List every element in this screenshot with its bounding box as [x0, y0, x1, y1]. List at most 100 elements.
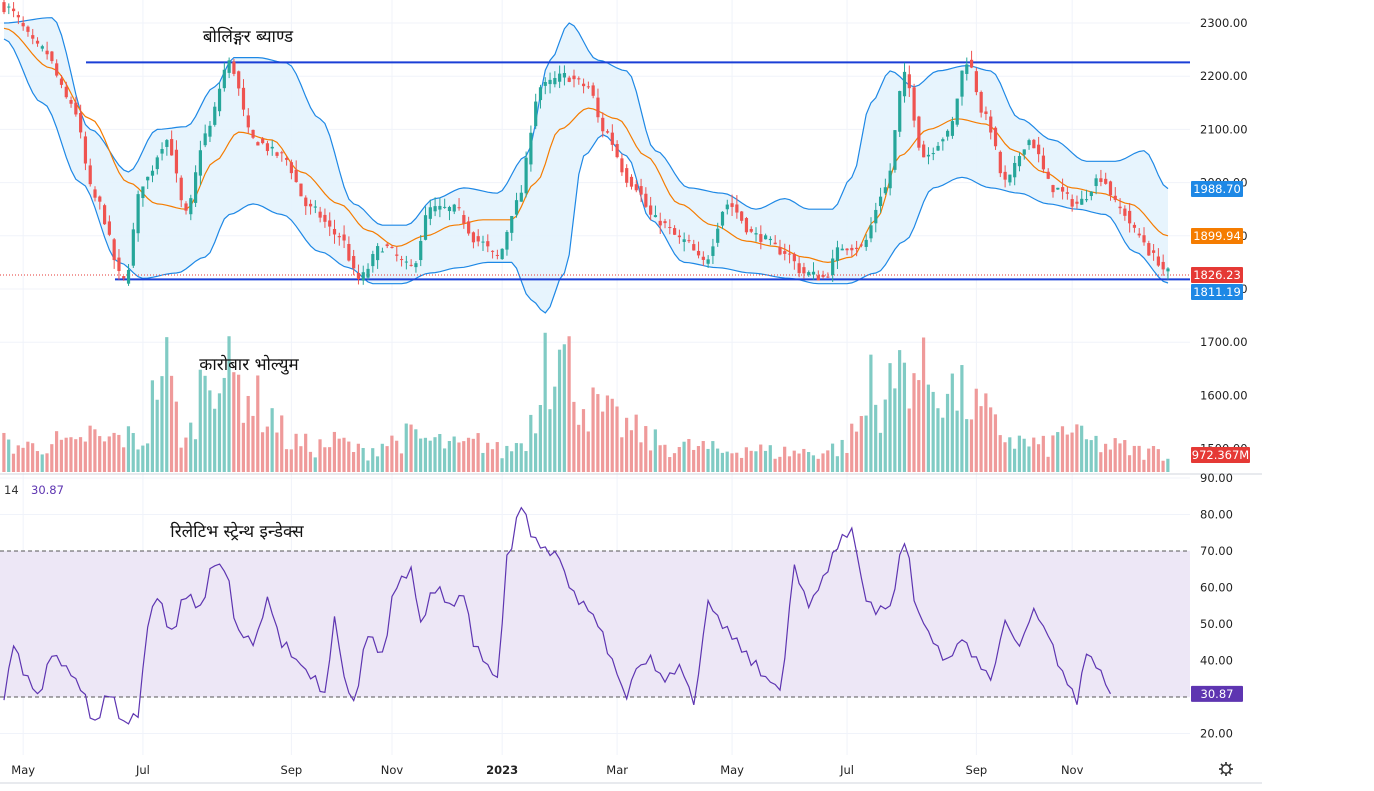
settings-gear-icon[interactable]: [1219, 762, 1233, 776]
volume-bar: [189, 422, 193, 472]
volume-bar: [93, 429, 97, 472]
candle: [404, 255, 408, 270]
volume-bar: [198, 369, 202, 472]
volume-bar: [284, 449, 289, 472]
volume-bar: [409, 424, 413, 472]
candle: [1037, 136, 1041, 163]
candle: [462, 210, 466, 229]
volume-bar: [591, 387, 595, 472]
candle: [409, 259, 413, 267]
candle: [208, 121, 212, 142]
volume-bar: [203, 375, 207, 472]
candle: [1123, 205, 1127, 221]
volume-bar: [308, 451, 313, 472]
candle: [534, 93, 538, 130]
volume-bar: [241, 422, 245, 472]
candle: [706, 255, 710, 268]
volume-bar: [514, 443, 519, 472]
volume-bar: [356, 443, 360, 472]
volume-bar: [1080, 425, 1084, 472]
candle: [261, 137, 265, 145]
candle: [586, 81, 590, 90]
rsi-tick-label: 20.00: [1200, 727, 1233, 741]
candle: [1084, 189, 1089, 203]
volume-bar: [232, 372, 236, 472]
candle: [529, 125, 533, 172]
candle: [840, 244, 844, 251]
candle: [194, 165, 198, 207]
volume-bar: [74, 439, 78, 472]
volume-bar: [160, 376, 164, 472]
volume-bar: [404, 423, 408, 472]
volume-bar: [778, 456, 782, 472]
candle: [730, 194, 734, 216]
candle: [797, 256, 801, 278]
candle: [845, 248, 849, 256]
candle: [716, 222, 720, 247]
candle: [993, 126, 998, 150]
volume-bar: [634, 414, 638, 472]
volume-bar: [174, 401, 178, 472]
volume-bar: [821, 453, 825, 472]
volume-bar: [1065, 434, 1069, 472]
volume-bar: [754, 451, 758, 472]
candle: [1017, 152, 1022, 172]
candle: [390, 245, 394, 249]
candle: [792, 252, 796, 270]
candle: [720, 211, 725, 230]
volume-bar: [749, 450, 753, 472]
volume-bar: [610, 398, 614, 472]
volume-bar: [146, 443, 150, 472]
candle: [285, 155, 289, 166]
volume-bar: [1142, 459, 1146, 472]
candle: [759, 225, 763, 250]
candle: [596, 88, 600, 123]
volume-bar: [500, 458, 504, 472]
volume-bar: [256, 375, 260, 472]
volume-bar: [672, 453, 677, 472]
candle: [768, 236, 772, 246]
candle: [859, 242, 864, 248]
volume-bar: [126, 426, 131, 472]
volume-bar: [763, 450, 768, 472]
volume-bar: [577, 424, 581, 472]
volume-bar: [213, 408, 217, 472]
volume-bar: [601, 411, 605, 472]
candle: [1056, 187, 1060, 190]
candle: [35, 37, 40, 47]
volume-bar: [1132, 445, 1136, 472]
candle: [447, 205, 452, 221]
candle: [21, 16, 25, 31]
candle: [1022, 149, 1026, 160]
candle: [304, 195, 308, 215]
candle: [658, 212, 662, 235]
candle: [227, 57, 231, 79]
volume-bar: [59, 439, 63, 472]
volume-bar: [701, 441, 705, 472]
candle: [922, 140, 926, 158]
volume-bar: [447, 441, 451, 472]
time-tick-label: May: [11, 763, 35, 777]
bollinger-lower-band: [3, 38, 1169, 314]
volume-bar: [1070, 432, 1074, 472]
candle: [1161, 254, 1165, 276]
volume-bar: [35, 451, 40, 472]
volume-bar: [371, 448, 375, 472]
candle: [1008, 174, 1012, 186]
volume-bar: [557, 349, 562, 472]
volume-bar: [323, 447, 327, 472]
volume-bar: [313, 457, 317, 472]
volume-bar: [457, 442, 461, 472]
candle: [146, 176, 150, 189]
volume-bar: [433, 437, 437, 472]
candle: [505, 230, 509, 256]
candle: [471, 231, 476, 249]
volume-bar: [260, 432, 265, 472]
candle: [974, 67, 978, 96]
candle: [902, 62, 907, 103]
volume-bar: [246, 395, 250, 472]
candle: [361, 265, 365, 285]
candle: [328, 212, 332, 237]
volume-bar: [864, 415, 868, 472]
volume-bar: [505, 445, 509, 472]
